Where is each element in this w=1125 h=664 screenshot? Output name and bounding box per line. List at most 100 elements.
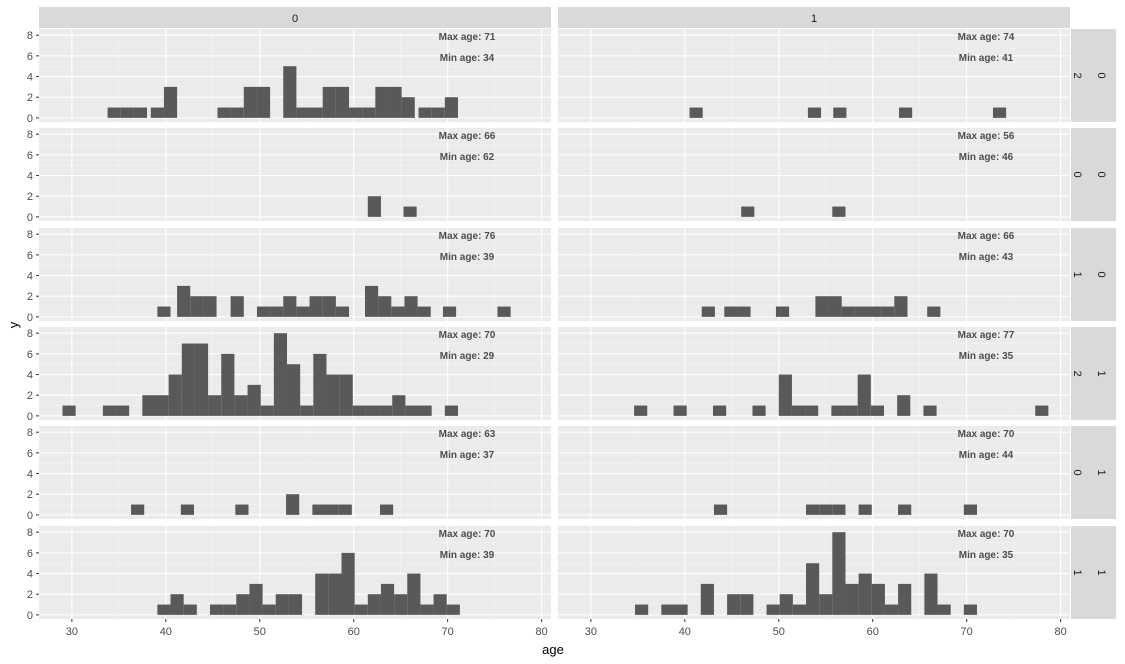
histogram-bar [444, 405, 458, 416]
histogram-bar [378, 296, 392, 317]
row-strip [1071, 29, 1116, 122]
min-age-annotation: Min age: 39 [440, 252, 495, 263]
histogram-bar [924, 573, 938, 615]
histogram-bar [828, 296, 842, 317]
max-age-annotation: Max age: 76 [439, 231, 496, 242]
min-age-annotation: Min age: 29 [440, 351, 495, 362]
histogram-bar [661, 604, 675, 615]
histogram-bar [221, 353, 235, 416]
histogram-bar [858, 504, 872, 515]
histogram-bar [844, 405, 858, 416]
min-age-annotation: Min age: 44 [959, 450, 1014, 461]
max-age-annotation: Max age: 71 [439, 32, 496, 43]
histogram-bar [713, 405, 727, 416]
histogram-bar [394, 594, 408, 615]
min-age-annotation: Min age: 62 [440, 152, 495, 163]
histogram-bar [403, 206, 417, 217]
panel-background [558, 128, 1070, 221]
histogram-bar [404, 296, 418, 317]
histogram-bar [819, 504, 833, 515]
max-age-annotation: Max age: 66 [958, 231, 1015, 242]
histogram-bar [352, 405, 366, 416]
histogram-bar [270, 306, 284, 317]
y-tick-label: 2 [27, 589, 33, 601]
histogram-bar [845, 583, 859, 615]
histogram-bar [898, 583, 912, 615]
row-strip-label: 1 [1071, 271, 1083, 277]
histogram-bar [937, 604, 951, 615]
histogram-bar [805, 405, 819, 416]
histogram-bar [230, 296, 244, 317]
y-tick-label: 6 [27, 51, 33, 63]
histogram-bar [256, 306, 271, 317]
x-tick-label: 80 [1054, 626, 1066, 638]
histogram-bar [1035, 405, 1049, 416]
panel-background [39, 128, 551, 221]
row-strip-label: 0 [1071, 469, 1083, 475]
histogram-bar [208, 395, 222, 416]
min-age-annotation: Min age: 35 [959, 550, 1014, 561]
min-age-annotation: Min age: 35 [959, 351, 1014, 362]
histogram-bar [858, 573, 872, 615]
histogram-bar [287, 364, 301, 416]
histogram-bar [62, 405, 76, 416]
histogram-bar [262, 604, 276, 615]
histogram-bar [288, 594, 303, 615]
histogram-bar [133, 107, 148, 118]
histogram-bar [418, 405, 432, 416]
y-tick-label: 2 [27, 489, 33, 501]
max-age-annotation: Max age: 70 [439, 529, 496, 540]
y-tick-label: 8 [27, 129, 33, 141]
min-age-annotation: Min age: 37 [440, 450, 495, 461]
max-age-annotation: Max age: 56 [958, 131, 1015, 142]
histogram-bar [727, 594, 741, 615]
histogram-bar [894, 296, 908, 317]
row-strip-label: 0 [1095, 171, 1107, 177]
y-tick-label: 2 [27, 291, 33, 303]
histogram-bar [209, 604, 224, 615]
histogram-bar [338, 504, 352, 515]
y-tick-label: 4 [27, 171, 33, 183]
max-age-annotation: Max age: 70 [439, 330, 496, 341]
column-strip [39, 7, 551, 28]
x-tick-label: 40 [160, 626, 172, 638]
histogram-bar [380, 504, 394, 515]
panel-background [558, 327, 1070, 420]
histogram-bar [163, 86, 178, 118]
histogram-bar [868, 306, 882, 317]
y-tick-label: 8 [27, 30, 33, 42]
histogram-bar [831, 405, 845, 416]
x-tick-label: 70 [442, 626, 454, 638]
histogram-bar [203, 296, 217, 317]
histogram-bar [766, 604, 780, 615]
row-strip-label: 1 [1095, 569, 1107, 575]
histogram-bar [433, 594, 447, 615]
histogram-bar [740, 594, 754, 615]
histogram-bar [296, 306, 310, 317]
histogram-bar [689, 107, 703, 118]
x-tick-label: 30 [66, 626, 78, 638]
histogram-bar [157, 306, 171, 317]
max-age-annotation: Max age: 70 [958, 529, 1015, 540]
histogram-bar [168, 374, 182, 416]
histogram-bar [364, 285, 379, 317]
y-tick-label: 8 [27, 229, 33, 241]
histogram-bar [309, 296, 323, 317]
histogram-bar [806, 563, 820, 615]
histogram-bar [674, 604, 688, 615]
max-age-annotation: Max age: 70 [958, 429, 1015, 440]
y-tick-label: 8 [27, 527, 33, 539]
histogram-bar [634, 405, 648, 416]
histogram-bar [322, 86, 336, 118]
histogram-bar [286, 494, 300, 515]
histogram-bar [362, 107, 376, 118]
y-tick-label: 6 [27, 150, 33, 162]
histogram-bar [701, 306, 715, 317]
histogram-bar [335, 306, 350, 317]
histogram-bar [181, 343, 195, 416]
histogram-bar [260, 405, 274, 416]
row-strip [1071, 128, 1116, 221]
max-age-annotation: Max age: 66 [439, 131, 496, 142]
histogram-bar [217, 107, 231, 118]
